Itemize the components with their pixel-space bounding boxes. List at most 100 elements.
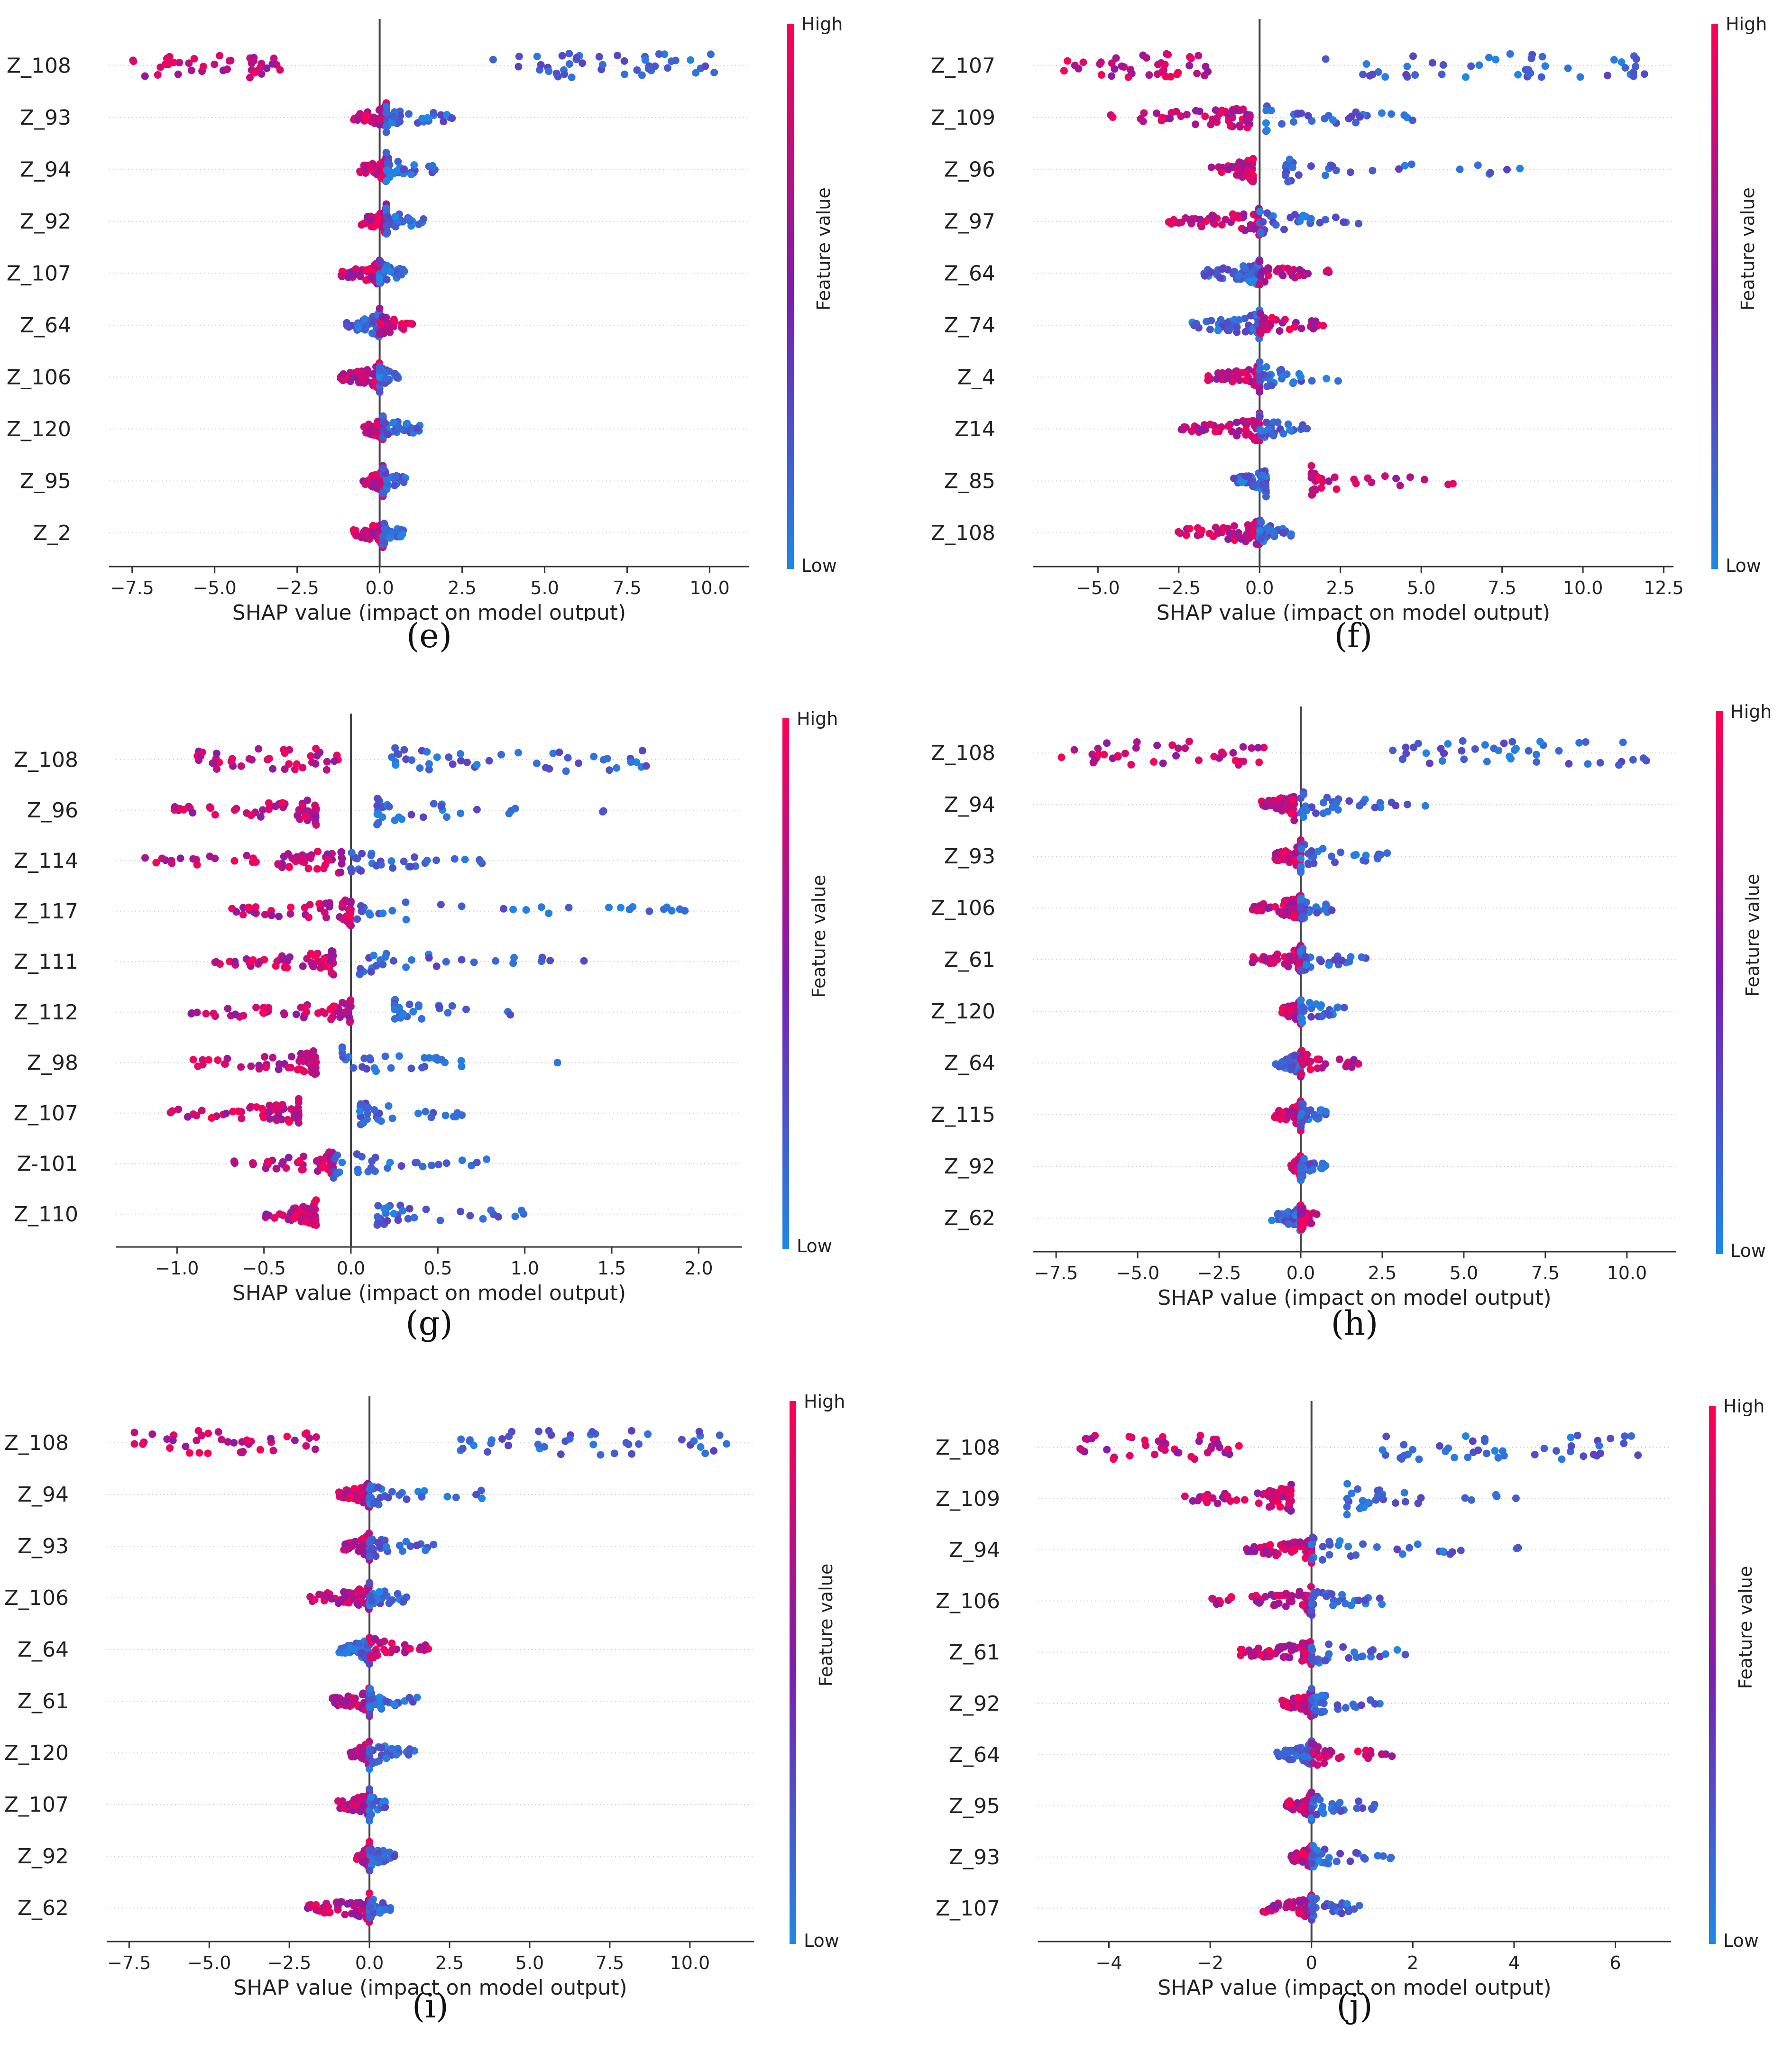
shap-dot xyxy=(1297,868,1305,876)
shap-dot xyxy=(322,899,330,907)
shap-dot xyxy=(1258,427,1266,435)
shap-dot xyxy=(638,747,646,755)
shap-dot xyxy=(1313,1589,1321,1597)
shap-dot xyxy=(400,165,408,174)
panel-letter: (h) xyxy=(1331,1304,1378,1343)
shap-dot xyxy=(1414,1499,1422,1507)
colorbar-title: Feature value xyxy=(1742,874,1763,997)
shap-dot xyxy=(1310,485,1318,493)
shap-dot xyxy=(303,954,311,962)
shap-dot xyxy=(1350,476,1358,484)
feature-dots-Z_92 xyxy=(358,200,428,238)
shap-dot xyxy=(357,273,365,281)
shap-dot xyxy=(406,862,414,871)
shap-dot xyxy=(353,1911,361,1919)
shap-dot xyxy=(341,1911,349,1919)
shap-dot xyxy=(1555,747,1563,755)
shap-dot xyxy=(402,916,410,924)
colorbar-high-label: High xyxy=(1726,14,1767,35)
shap-dot xyxy=(1288,272,1296,280)
shap-dot xyxy=(1296,217,1304,225)
shap-dot xyxy=(1286,156,1294,164)
shap-dot xyxy=(375,479,383,487)
shap-dot xyxy=(1399,755,1407,763)
shap-dot xyxy=(456,750,464,758)
shap-dot xyxy=(1214,1439,1222,1448)
shap-dot xyxy=(371,427,379,435)
shap-dot xyxy=(348,1749,356,1757)
shap-dot xyxy=(348,1800,356,1808)
shap-dot xyxy=(1077,1446,1085,1454)
shap-dot xyxy=(1356,113,1364,121)
shap-dot xyxy=(374,795,382,803)
shap-dot xyxy=(285,953,294,961)
shap-dot xyxy=(1464,1453,1472,1461)
shap-dot xyxy=(1305,999,1314,1007)
shap-dot xyxy=(473,1158,481,1166)
shap-dot xyxy=(337,1645,345,1653)
shap-dot xyxy=(1359,1652,1367,1660)
shap-dot xyxy=(1348,1489,1356,1497)
shap-dot xyxy=(710,68,718,76)
shap-dot xyxy=(366,1867,374,1875)
shap-dot xyxy=(175,59,184,67)
shap-dot xyxy=(1272,221,1280,229)
feature-label: Z_74 xyxy=(944,313,995,338)
shap-dot xyxy=(1632,63,1640,71)
shap-dot xyxy=(1273,1591,1281,1599)
shap-dot xyxy=(316,749,324,757)
shap-dot xyxy=(1532,751,1540,759)
shap-dot xyxy=(1362,852,1370,860)
shap-dot xyxy=(366,1711,374,1719)
shap-dot xyxy=(349,1064,358,1072)
shap-dot xyxy=(1400,1441,1408,1449)
shap-dot xyxy=(1462,1432,1470,1440)
shap-dot xyxy=(1302,898,1310,907)
shap-dot xyxy=(407,1064,415,1072)
shap-dot xyxy=(1278,120,1286,128)
shap-dot xyxy=(425,766,433,774)
shap-dot xyxy=(414,220,423,229)
shap-dot xyxy=(392,1750,400,1759)
feature-dots-Z_4 xyxy=(1204,358,1342,396)
shap-dot xyxy=(1211,428,1219,436)
feature-label: Z_115 xyxy=(931,1103,995,1127)
shap-dot xyxy=(246,73,254,82)
colorbar-low-label: Low xyxy=(804,1930,839,1951)
shap-dot xyxy=(1398,1550,1406,1558)
shap-dot xyxy=(1200,421,1208,429)
shap-dot xyxy=(1403,63,1411,71)
shap-dot xyxy=(565,60,573,68)
shap-dot xyxy=(1378,1446,1387,1454)
shap-dot xyxy=(1406,1544,1414,1552)
feature-dots-Z_98 xyxy=(189,1043,561,1078)
shap-dot xyxy=(442,1159,450,1167)
shap-dot xyxy=(357,1100,365,1108)
shap-dot xyxy=(1195,756,1203,764)
shap-dot xyxy=(1233,531,1241,540)
feature-label: Z_92 xyxy=(944,1155,995,1179)
shap-dot xyxy=(1514,1544,1522,1552)
shap-dot xyxy=(1639,754,1647,762)
shap-dot xyxy=(346,369,354,377)
shap-dot xyxy=(377,1703,385,1711)
shap-dot xyxy=(1214,326,1222,334)
shap-dot xyxy=(644,1430,652,1438)
shap-dot xyxy=(293,1210,301,1219)
shap-dot xyxy=(377,861,385,869)
shap-dot xyxy=(1109,113,1117,121)
shap-dot xyxy=(222,1109,230,1118)
shap-dot xyxy=(1495,746,1503,754)
shap-dot xyxy=(190,55,198,63)
shap-dot xyxy=(388,1745,396,1753)
shap-dot xyxy=(224,1438,232,1446)
shap-dot xyxy=(433,753,441,761)
shap-dot xyxy=(1223,1492,1231,1500)
shap-dot xyxy=(388,1596,396,1604)
shap-dot xyxy=(1057,753,1066,761)
shap-dot xyxy=(565,904,573,912)
shap-dot xyxy=(364,1109,372,1118)
shap-dot xyxy=(1204,1448,1212,1457)
shap-dot xyxy=(338,860,346,868)
colorbar-title: Feature value xyxy=(809,875,829,998)
